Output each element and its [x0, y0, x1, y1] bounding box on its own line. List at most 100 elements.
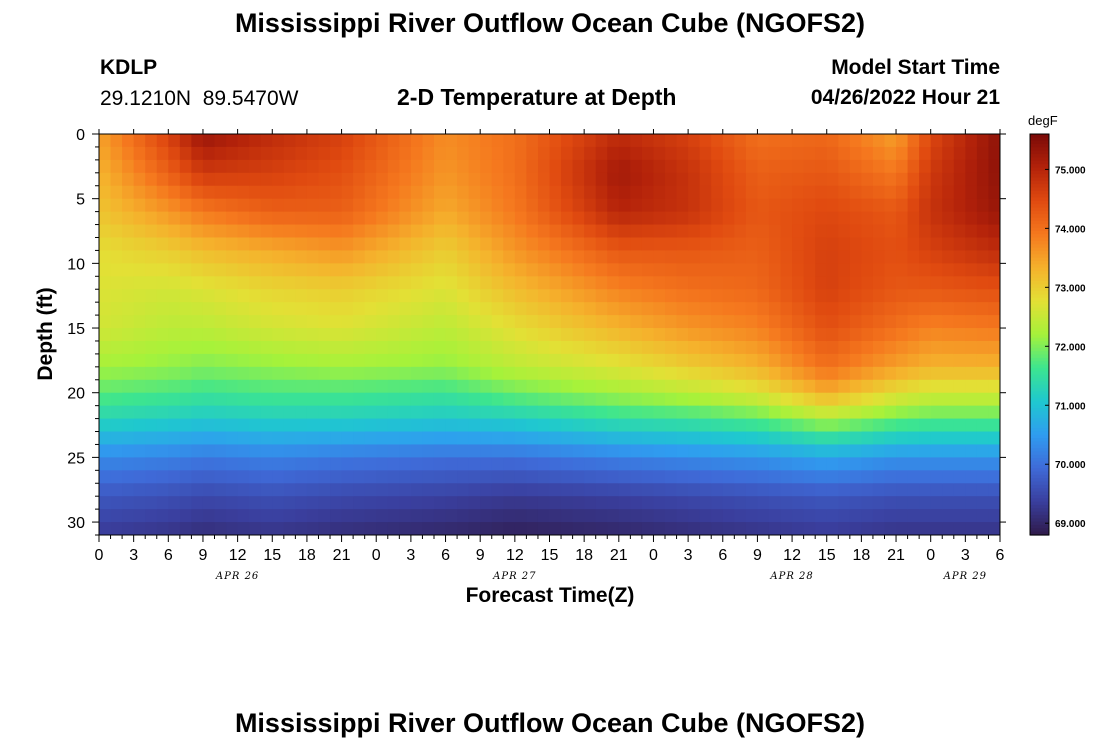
heatmap-cell [653, 224, 666, 239]
heatmap-cell [630, 457, 643, 471]
heatmap-cell [122, 134, 135, 148]
heatmap-cell [838, 444, 851, 458]
heatmap-cell [110, 263, 123, 277]
heatmap-cell [711, 379, 724, 394]
heatmap-cell [99, 276, 112, 290]
heatmap-cell [919, 185, 932, 200]
heatmap-cell [584, 159, 597, 174]
heatmap-cell [399, 315, 412, 329]
heatmap-cell [341, 172, 354, 187]
heatmap-cell [295, 353, 308, 368]
heatmap-cell [815, 328, 828, 342]
heatmap-cell [272, 379, 285, 394]
heatmap-cell [445, 159, 458, 174]
heatmap-cell [537, 211, 551, 226]
heatmap-cell [872, 431, 886, 446]
heatmap-cell [99, 146, 112, 161]
heatmap-cell [976, 483, 990, 497]
heatmap-cell [341, 418, 354, 433]
heatmap-cell [480, 483, 493, 497]
heatmap-cell [676, 366, 689, 381]
heatmap-cell [214, 198, 227, 213]
heatmap-cell [907, 198, 920, 213]
heatmap-cell [849, 522, 862, 535]
heatmap-cell [745, 405, 759, 420]
heatmap-cell [272, 289, 285, 303]
heatmap-cell [688, 379, 701, 394]
heatmap-cell [410, 328, 424, 342]
heatmap-cell [641, 146, 655, 161]
heatmap-cell [919, 470, 932, 484]
heatmap-cell [757, 224, 770, 239]
heatmap-cell [260, 224, 273, 239]
heatmap-cell [861, 522, 874, 535]
heatmap-cell [526, 198, 539, 213]
heatmap-cell [722, 250, 735, 264]
heatmap-cell [595, 483, 608, 497]
heatmap-cell [826, 522, 839, 535]
heatmap-cell [561, 405, 574, 420]
heatmap-cell [988, 250, 1000, 264]
heatmap-cell [387, 379, 400, 394]
heatmap-cell [260, 340, 273, 355]
heatmap-cell [561, 237, 574, 252]
heatmap-cell [399, 366, 412, 381]
heatmap-cell [468, 353, 481, 368]
heatmap-cell [826, 340, 839, 355]
heatmap-cell [480, 496, 493, 510]
heatmap-cell [826, 276, 839, 290]
colorbar-segment [1030, 401, 1049, 406]
colorbar-segment [1030, 301, 1049, 306]
heatmap-cell [711, 263, 724, 277]
heatmap-cell [595, 392, 608, 407]
heatmap-cell [630, 496, 643, 510]
heatmap-cell [561, 444, 574, 458]
heatmap-cell [930, 431, 943, 446]
heatmap-cell [491, 470, 504, 484]
heatmap-cell [711, 353, 724, 368]
heatmap-cell [641, 509, 655, 523]
heatmap-cell [249, 134, 262, 148]
heatmap-cell [734, 405, 747, 420]
heatmap-cell [422, 172, 435, 187]
heatmap-cell [122, 237, 135, 252]
heatmap-cell [399, 444, 412, 458]
heatmap-cell [953, 353, 966, 368]
heatmap-cell [145, 392, 158, 407]
heatmap-cell [711, 211, 724, 226]
heatmap-cell [861, 250, 874, 264]
heatmap-cell [168, 444, 181, 458]
heatmap-cell [745, 159, 759, 174]
heatmap-cell [699, 392, 712, 407]
heatmap-cell [526, 263, 539, 277]
heatmap-cell [133, 250, 146, 264]
heatmap-cell [283, 237, 296, 252]
heatmap-cell [745, 276, 759, 290]
heatmap-cell [965, 405, 978, 420]
heatmap-cell [318, 289, 331, 303]
heatmap-cell [861, 276, 874, 290]
heatmap-cell [480, 276, 493, 290]
colorbar-segment [1030, 451, 1049, 456]
heatmap-cell [665, 340, 678, 355]
heatmap-cell [722, 224, 735, 239]
heatmap-cell [353, 431, 366, 446]
heatmap-cell [734, 431, 747, 446]
heatmap-cell [641, 405, 655, 420]
heatmap-cell [410, 315, 424, 329]
heatmap-cell [387, 315, 400, 329]
colorbar-segment [1030, 444, 1049, 449]
heatmap-cell [387, 392, 400, 407]
heatmap-cell [803, 289, 816, 303]
heatmap-cell [179, 250, 193, 264]
heatmap-cell [953, 405, 966, 420]
heatmap-cell [665, 328, 678, 342]
heatmap-cell [988, 340, 1000, 355]
heatmap-cell [826, 315, 839, 329]
heatmap-cell [953, 185, 966, 200]
heatmap-cell [688, 302, 701, 316]
heatmap-cell [826, 198, 839, 213]
heatmap-cell [272, 405, 285, 420]
heatmap-cell [780, 457, 793, 471]
heatmap-cell [283, 418, 296, 433]
